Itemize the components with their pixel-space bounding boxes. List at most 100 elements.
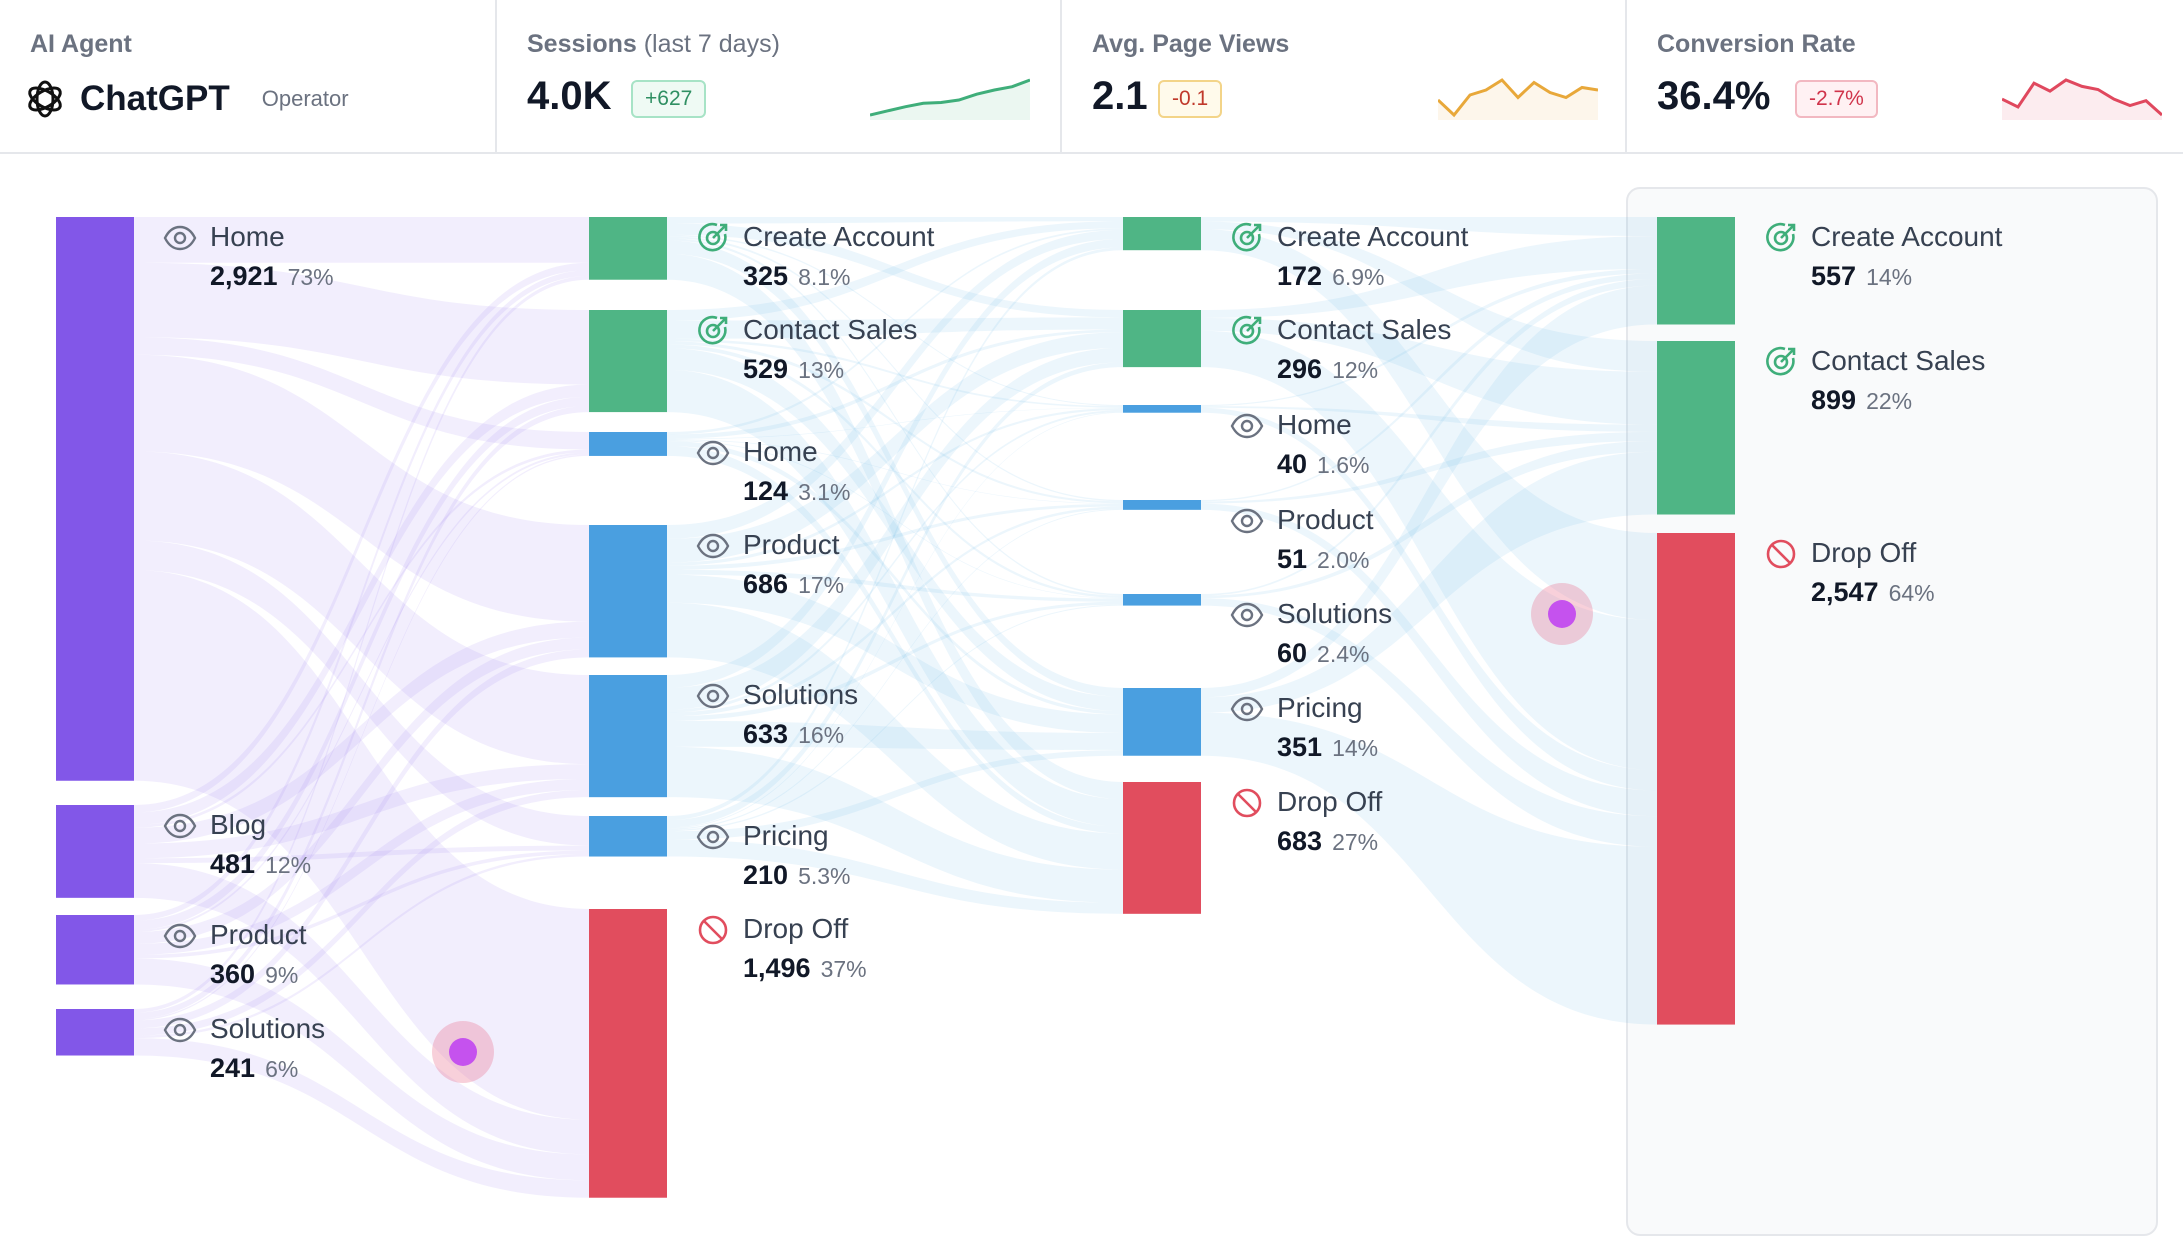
sankey-link[interactable] xyxy=(1201,431,1657,504)
sankey-link[interactable] xyxy=(1201,503,1657,817)
sankey-node-bar[interactable] xyxy=(589,310,667,413)
sankey-link[interactable] xyxy=(1201,712,1657,1025)
sankey-link[interactable] xyxy=(667,347,1123,710)
sankey-link[interactable] xyxy=(667,228,1123,435)
sankey-link[interactable] xyxy=(134,649,589,1029)
sankey-node-bar[interactable] xyxy=(1123,782,1201,914)
sankey-node-bar[interactable] xyxy=(56,915,134,985)
sankey-link[interactable] xyxy=(667,601,1123,721)
sankey-link[interactable] xyxy=(134,405,589,1019)
sankey-node-bar[interactable] xyxy=(1123,500,1201,510)
sankey-link[interactable] xyxy=(667,341,1123,504)
sankey-link[interactable] xyxy=(134,1038,589,1198)
sankey-link[interactable] xyxy=(1201,229,1657,621)
sankey-link[interactable] xyxy=(667,247,1123,821)
sankey-link[interactable] xyxy=(1201,598,1657,847)
sankey-link[interactable] xyxy=(667,509,1123,830)
sankey-link[interactable] xyxy=(667,344,1123,598)
sankey-link[interactable] xyxy=(134,454,589,1021)
sankey-node-bar[interactable] xyxy=(589,816,667,857)
sankey-link[interactable] xyxy=(667,410,1123,713)
sankey-link[interactable] xyxy=(134,850,589,959)
sankey-link[interactable] xyxy=(1201,451,1657,713)
sankey-link[interactable] xyxy=(667,569,1123,602)
sankey-link[interactable] xyxy=(667,412,1123,829)
sankey-link[interactable] xyxy=(667,238,1123,596)
sankey-link[interactable] xyxy=(667,236,1123,502)
sankey-link[interactable] xyxy=(134,540,589,846)
sankey-link[interactable] xyxy=(667,338,1123,408)
sankey-link[interactable] xyxy=(134,354,589,622)
sankey-link[interactable] xyxy=(134,854,589,1039)
sankey-node-bar[interactable] xyxy=(1657,217,1735,325)
sankey-link[interactable] xyxy=(1201,440,1657,599)
sankey-link[interactable] xyxy=(667,750,1123,840)
sankey-link[interactable] xyxy=(1201,217,1657,237)
sankey-link[interactable] xyxy=(134,275,589,1013)
sankey-node-bar[interactable] xyxy=(56,1009,134,1056)
sankey-node-bar[interactable] xyxy=(589,675,667,798)
sankey-link[interactable] xyxy=(1201,268,1657,407)
sankey-link[interactable] xyxy=(667,234,1123,407)
sankey-link[interactable] xyxy=(134,384,589,825)
sankey-link[interactable] xyxy=(667,369,1123,827)
sankey-link[interactable] xyxy=(667,839,1123,914)
sankey-link[interactable] xyxy=(134,764,589,859)
sankey-link[interactable] xyxy=(134,396,589,930)
sankey-link[interactable] xyxy=(667,604,1123,832)
sankey-link[interactable] xyxy=(667,229,1123,539)
sankey-node-bar[interactable] xyxy=(1123,405,1201,413)
sankey-link[interactable] xyxy=(667,574,1123,733)
sankey-link[interactable] xyxy=(667,746,1123,903)
sankey-node-bar[interactable] xyxy=(56,217,134,781)
sankey-link[interactable] xyxy=(1201,278,1657,596)
sankey-link[interactable] xyxy=(1201,221,1657,372)
sankey-link[interactable] xyxy=(1201,317,1657,425)
sankey-node-bar[interactable] xyxy=(1123,688,1201,756)
sankey-node-bar[interactable] xyxy=(1123,310,1201,368)
sankey-link[interactable] xyxy=(667,223,1123,318)
sankey-node-bar[interactable] xyxy=(1657,533,1735,1025)
sankey-link[interactable] xyxy=(134,845,589,864)
sankey-link[interactable] xyxy=(134,621,589,844)
highlight-marker[interactable] xyxy=(432,1021,494,1083)
sankey-link[interactable] xyxy=(667,506,1123,717)
sankey-link[interactable] xyxy=(667,317,1123,339)
sankey-node-bar[interactable] xyxy=(1123,594,1201,606)
sankey-link[interactable] xyxy=(134,337,589,450)
sankey-link[interactable] xyxy=(667,439,1123,504)
sankey-link[interactable] xyxy=(134,778,589,955)
sankey-link[interactable] xyxy=(667,720,1123,751)
sankey-node-bar[interactable] xyxy=(1123,217,1201,251)
sankey-link[interactable] xyxy=(134,452,589,932)
sankey-link[interactable] xyxy=(667,407,1123,440)
sankey-link[interactable] xyxy=(667,503,1123,570)
sankey-link[interactable] xyxy=(667,602,1123,870)
sankey-link[interactable] xyxy=(667,253,1123,800)
sankey-link[interactable] xyxy=(134,863,589,1155)
sankey-node-bar[interactable] xyxy=(56,805,134,898)
sankey-link[interactable] xyxy=(134,262,589,385)
sankey-link[interactable] xyxy=(134,217,589,263)
sankey-link[interactable] xyxy=(667,332,1123,563)
sankey-link[interactable] xyxy=(667,446,1123,834)
sankey-node-bar[interactable] xyxy=(1657,341,1735,515)
sankey-node-bar[interactable] xyxy=(589,432,667,456)
sankey-link[interactable] xyxy=(134,570,589,1120)
sankey-link[interactable] xyxy=(667,440,1123,599)
sankey-link[interactable] xyxy=(134,262,589,813)
sankey-link[interactable] xyxy=(667,221,1123,321)
sankey-node-bar[interactable] xyxy=(589,909,667,1198)
sankey-link[interactable] xyxy=(667,240,1123,697)
sankey-link[interactable] xyxy=(134,789,589,1036)
sankey-link[interactable] xyxy=(134,637,589,944)
sankey-link[interactable] xyxy=(134,958,589,1181)
sankey-link[interactable] xyxy=(667,440,1123,715)
sankey-link[interactable] xyxy=(1201,406,1657,432)
sankey-link[interactable] xyxy=(1201,330,1657,771)
sankey-link[interactable] xyxy=(1201,285,1657,698)
sankey-link[interactable] xyxy=(667,239,1123,688)
sankey-link[interactable] xyxy=(1201,407,1657,791)
sankey-node-bar[interactable] xyxy=(589,217,667,280)
sankey-link[interactable] xyxy=(134,449,589,828)
